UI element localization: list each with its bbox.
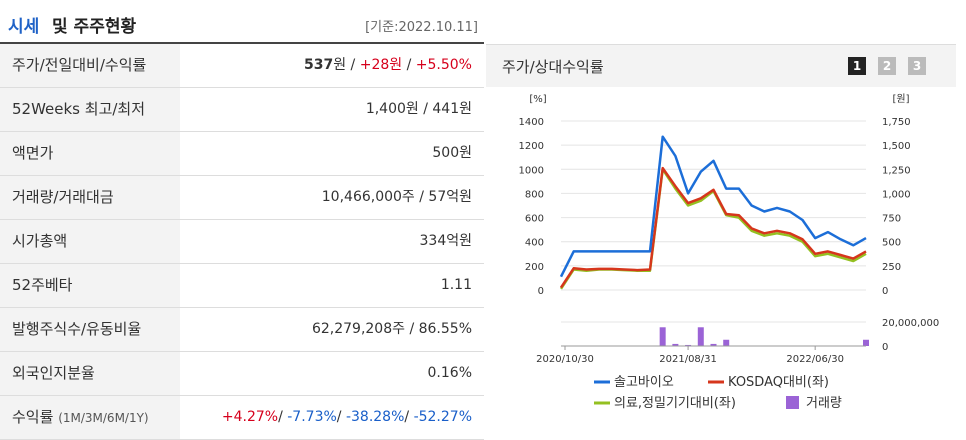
right-tick-label: 1,000 [882,189,911,200]
table-row: 수익률 (1M/3M/6M/1Y) +4.27%/ -7.73%/ -38.28… [0,396,484,440]
series-line [559,135,867,278]
row-value: 334억원 [419,233,472,249]
right-tick-label: 500 [882,238,901,249]
row-value: 500원 [432,145,472,161]
legend-label: KOSDAQ대비(좌) [728,375,829,390]
volume-bar [697,327,704,346]
price-unit: 원 [333,57,347,73]
price-value: 537원 / +28원 / +5.50% [180,44,484,87]
separator: / [336,409,346,425]
left-tick-label: 600 [525,214,544,225]
price-change: +28원 [359,57,403,73]
chart-panel-header: 주가/상대수익률 1 2 3 [486,44,956,87]
returns-value: +4.27%/ -7.73%/ -38.28%/ -52.27% [180,396,484,439]
return-1m: +4.27% [221,409,279,425]
chart-panel: 주가/상대수익률 1 2 3 [%] [원] 1400 1,750 1200 1,500 1… [486,42,966,432]
row-label: 52주베타 [0,264,180,307]
right-tick-label: 0 [882,286,888,297]
row-label: 거래량/거래대금 [0,176,180,219]
left-tick-label: 1200 [519,141,544,152]
row-value: 62,279,208주 / 86.55% [311,321,472,337]
right-tick-label: 250 [882,262,901,273]
volume-bar [863,339,869,346]
right-tick-label: 750 [882,214,901,225]
series-line [559,166,867,289]
legend-label: 거래량 [806,396,842,411]
current-price: 537 [303,57,334,73]
right-tick-label: 1,250 [882,165,911,176]
left-tick-label: 1400 [519,117,544,128]
page-button-2[interactable]: 2 [878,57,896,75]
section-header: 시세 및 주주현황 [기준:2022.10.11] [0,0,484,44]
row-label: 52Weeks 최고/최저 [0,88,180,131]
separator: / [346,57,360,73]
left-tick-label: 0 [538,286,544,297]
table-row: 외국인지분율 0.16% [0,352,484,396]
table-row: 액면가 500원 [0,132,484,176]
row-label: 수익률 (1M/3M/6M/1Y) [0,396,180,439]
return-6m: -38.28% [345,409,405,425]
base-date: [기준:2022.10.11] [365,20,478,35]
separator: / [278,409,288,425]
chart-title: 주가/상대수익률 [502,58,604,76]
volume-tick-label: 0 [882,342,888,353]
table-row: 주가/전일대비/수익률 537원 / +28원 / +5.50% [0,44,484,88]
table-row: 거래량/거래대금 10,466,000주 / 57억원 [0,176,484,220]
row-label: 주가/전일대비/수익률 [0,44,180,87]
row-label: 외국인지분율 [0,352,180,395]
left-tick-label: 200 [525,262,544,273]
table-row: 52Weeks 최고/최저 1,400원 / 441원 [0,88,484,132]
returns-label: 수익률 [12,408,54,426]
row-value: 1,400원 / 441원 [365,101,472,117]
row-label: 발행주식수/유동비율 [0,308,180,351]
right-tick-label: 1,500 [882,141,911,152]
volume-bar [672,343,679,346]
separator: / [404,409,414,425]
row-label: 시가총액 [0,220,180,263]
return-3m: -7.73% [287,409,337,425]
volume-bar [723,339,730,346]
left-tick-label: 1000 [519,165,544,176]
section-title-highlight: 시세 [8,17,40,37]
row-value: 10,466,000주 / 57억원 [321,189,472,205]
right-tick-label: 1,750 [882,117,911,128]
table-row: 시가총액 334억원 [0,220,484,264]
row-label: 액면가 [0,132,180,175]
x-tick-label: 2020/10/30 [536,354,594,365]
legend-swatch [786,396,799,409]
volume-bar [685,344,692,346]
row-value: 0.16% [427,365,472,381]
price-change-pct: +5.50% [415,57,472,73]
volume-bar [659,327,666,346]
x-tick-label: 2021/08/31 [659,354,717,365]
stock-info-table: 주가/전일대비/수익률 537원 / +28원 / +5.50% 52Weeks… [0,42,484,440]
table-row: 52주베타 1.11 [0,264,484,308]
table-row: 발행주식수/유동비율 62,279,208주 / 86.55% [0,308,484,352]
return-1y: -52.27% [413,409,472,425]
page-button-3[interactable]: 3 [908,57,926,75]
legend-label: 의료,정밀기기대비(좌) [614,396,736,411]
volume-tick-label: 20,000,000 [882,318,939,329]
left-tick-label: 800 [525,189,544,200]
returns-periods: (1M/3M/6M/1Y) [58,411,149,425]
separator: / [402,57,416,73]
section-title: 및 주주현황 [52,17,137,37]
left-tick-label: 400 [525,238,544,249]
legend-label: 솔고바이오 [614,375,674,390]
row-value: 1.11 [440,277,472,293]
series-line [559,168,867,290]
price-chart: [%] [원] 1400 1,750 1200 1,500 1000 1,250 800 1,00… [519,93,940,411]
x-tick-label: 2022/06/30 [786,354,844,365]
page-button-1[interactable]: 1 [848,57,866,75]
right-axis-unit: [원] [892,93,909,105]
volume-bar [710,343,717,346]
left-axis-unit: [%] [529,94,546,105]
